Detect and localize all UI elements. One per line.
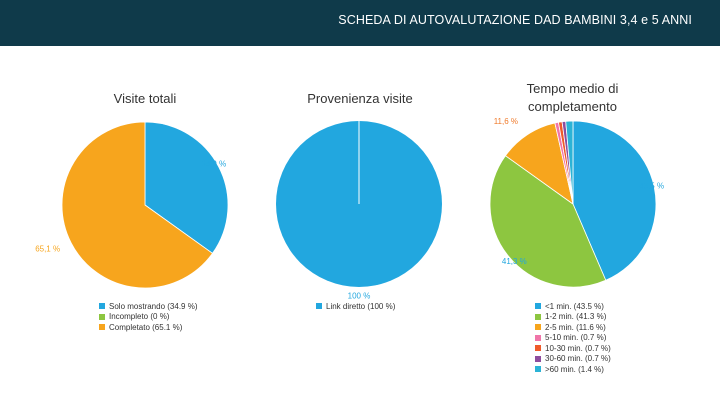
legend-label: Solo mostrando (34.9 %) bbox=[109, 301, 198, 311]
legend-label: Link diretto (100 %) bbox=[326, 301, 396, 311]
legend-item-60-min: >60 min. (1.4 %) bbox=[535, 364, 611, 375]
legend-item-30-60-min: 30-60 min. (0.7 %) bbox=[535, 354, 611, 365]
legend-swatch bbox=[535, 303, 541, 310]
legend-label: 2-5 min. (11.6 %) bbox=[545, 322, 606, 332]
legend-visite-totali: Solo mostrando (34.9 %) Incompleto (0 %) C… bbox=[99, 301, 198, 333]
chart-title-provenienza-visite: Provenienza visite bbox=[307, 91, 413, 106]
legend-item-completato: Completato (65.1 %) bbox=[99, 322, 198, 333]
legend-item-1-2-min: 1-2 min. (41.3 %) bbox=[535, 312, 611, 323]
pie-slice-completato bbox=[61, 121, 214, 289]
legend-tempo-medio: <1 min. (43.5 %) 1-2 min. (41.3 %) 2-5 min… bbox=[535, 301, 611, 375]
data-label-2-5-min: 11,6 % bbox=[494, 117, 518, 126]
header-bar: SCHEDA DI AUTOVALUTAZIONE DAD BAMBINI 3,… bbox=[0, 0, 720, 46]
legend-provenienza-visite: Link diretto (100 %) bbox=[316, 301, 395, 312]
legend-label: >60 min. (1.4 %) bbox=[545, 364, 604, 374]
data-label-link-diretto: 100 % bbox=[348, 291, 371, 300]
legend-item-solo-mostrando: Solo mostrando (34.9 %) bbox=[99, 301, 198, 312]
legend-label: Incompleto (0 %) bbox=[109, 312, 170, 322]
legend-swatch bbox=[99, 303, 105, 310]
legend-swatch bbox=[535, 355, 541, 362]
chart-title-visite-totali: Visite totali bbox=[113, 91, 177, 106]
data-label-1-min: 43,5 % bbox=[639, 181, 664, 190]
legend-item-5-10-min: 5-10 min. (0.7 %) bbox=[535, 333, 611, 344]
pie-slice-60-min bbox=[565, 120, 574, 205]
legend-item-incompleto: Incompleto (0 %) bbox=[99, 312, 198, 323]
legend-label: 1-2 min. (41.3 %) bbox=[545, 312, 607, 322]
legend-label: Completato (65.1 %) bbox=[109, 322, 183, 332]
page-title: SCHEDA DI AUTOVALUTAZIONE DAD BAMBINI 3,… bbox=[338, 13, 692, 27]
legend-swatch bbox=[535, 324, 541, 331]
legend-item-10-30-min: 10-30 min. (0.7 %) bbox=[535, 343, 611, 354]
pie-slice-1-2-min bbox=[489, 155, 607, 288]
legend-swatch bbox=[535, 313, 541, 320]
legend-swatch bbox=[99, 324, 105, 331]
data-label-1-2-min: 41,3 % bbox=[502, 257, 527, 266]
legend-label: 10-30 min. (0.7 %) bbox=[545, 343, 611, 353]
legend-label: <1 min. (43.5 %) bbox=[545, 301, 604, 311]
legend-label: 5-10 min. (0.7 %) bbox=[545, 333, 607, 343]
legend-swatch bbox=[535, 334, 541, 341]
chart-title-tempo-medio: Tempo medio di completamento bbox=[526, 81, 619, 114]
data-label-solo-mostrando: 34,9 % bbox=[201, 159, 226, 168]
legend-item-1-min: <1 min. (43.5 %) bbox=[535, 301, 611, 312]
data-label-completato: 65,1 % bbox=[35, 245, 60, 254]
legend-swatch bbox=[99, 313, 105, 320]
pie-slice-solo-mostrando bbox=[144, 121, 229, 254]
legend-swatch bbox=[535, 366, 541, 373]
legend-item-link-diretto: Link diretto (100 %) bbox=[316, 301, 395, 312]
pie-slice-1-min bbox=[572, 120, 657, 281]
legend-swatch bbox=[535, 345, 541, 352]
legend-swatch bbox=[316, 303, 322, 310]
legend-item-2-5-min: 2-5 min. (11.6 %) bbox=[535, 322, 611, 333]
legend-label: 30-60 min. (0.7 %) bbox=[545, 354, 611, 364]
